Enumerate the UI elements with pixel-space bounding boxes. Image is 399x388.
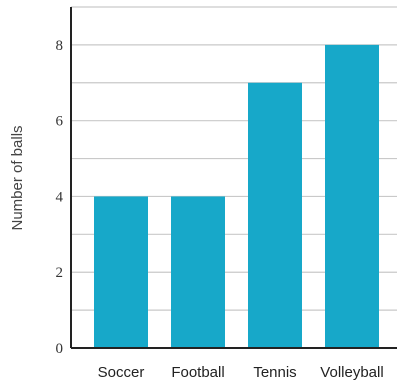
y-tick-label-6: 6: [56, 114, 64, 130]
x-tick-label-football: Football: [171, 364, 224, 381]
y-tick-label-4: 4: [56, 189, 64, 205]
bar-soccer: [94, 196, 148, 348]
bar-tennis: [248, 82, 302, 349]
x-tick-label-soccer: Soccer: [98, 364, 145, 381]
y-tick-label-8: 8: [56, 38, 64, 54]
y-tick-label-2: 2: [56, 265, 64, 281]
bar-volleyball: [325, 44, 379, 349]
y-axis-label: Number of balls: [9, 125, 26, 230]
x-tick-label-tennis: Tennis: [253, 364, 296, 381]
x-tick-label-volleyball: Volleyball: [320, 364, 383, 381]
axes: [70, 7, 397, 349]
y-tick-label-0: 0: [56, 341, 64, 357]
y-tick-labels: 0 2 4 6 8: [56, 38, 64, 357]
x-tick-labels: Soccer Football Tennis Volleyball: [98, 364, 384, 381]
bars: [94, 44, 379, 349]
bar-football: [171, 196, 225, 348]
